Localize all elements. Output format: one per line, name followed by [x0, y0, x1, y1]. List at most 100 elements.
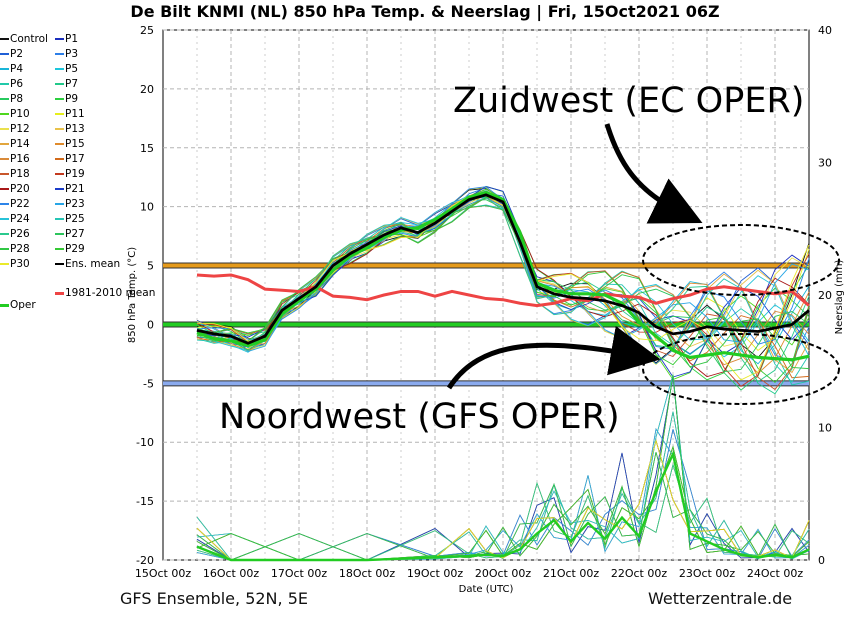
y-tick-label: -5 — [143, 377, 154, 390]
legend-item: P17 — [55, 153, 85, 165]
legend-swatch — [0, 158, 9, 160]
legend-item: P9 — [55, 93, 78, 105]
legend-item: P27 — [55, 228, 85, 240]
y-axis-label: 850 hPa Temp. (°C) — [127, 247, 138, 343]
legend-item: P7 — [55, 78, 78, 90]
upper-ellipse — [642, 224, 840, 296]
legend-item: P24 — [0, 213, 30, 225]
legend-label: P21 — [65, 183, 85, 195]
legend-item: P20 — [0, 183, 30, 195]
legend-item: P18 — [0, 168, 30, 180]
legend-item: P5 — [55, 63, 78, 75]
legend-item: P22 — [0, 198, 30, 210]
legend-swatch — [55, 53, 64, 55]
legend-item: P25 — [55, 213, 85, 225]
legend-label: P6 — [10, 78, 24, 90]
legend-item: P29 — [55, 243, 85, 255]
legend-swatch — [0, 263, 9, 265]
legend-item: P23 — [55, 198, 85, 210]
legend-label: P10 — [10, 108, 30, 120]
ens-mean-line — [196, 193, 810, 345]
precip-oper-line — [196, 450, 810, 562]
legend-swatch — [0, 83, 9, 85]
legend-label: Oper — [10, 299, 36, 311]
legend-label: Control — [10, 33, 48, 45]
legend-label: 1981-2010 mean — [65, 287, 156, 299]
legend-swatch — [0, 233, 9, 235]
legend-item: P12 — [0, 123, 30, 135]
annotation-upper: Zuidwest (EC OPER) — [453, 81, 804, 121]
y-tick-label: -10 — [136, 436, 154, 449]
y-tick-label: 25 — [140, 24, 154, 37]
legend-item: P16 — [0, 153, 30, 165]
legend-label: P27 — [65, 228, 85, 240]
precipitation-lines — [196, 374, 810, 562]
ensemble-member-line — [196, 205, 810, 373]
legend-swatch — [55, 68, 64, 70]
legend-swatch — [55, 248, 64, 250]
x-tick-label: 24Oct 00z — [747, 567, 804, 580]
legend-label: Ens. mean — [65, 258, 121, 270]
y-tick-label: -15 — [136, 495, 154, 508]
legend-item: P1 — [55, 33, 78, 45]
y2-tick-label: 40 — [818, 24, 832, 37]
axis-tick-labels: 25 20 15 10 5 0 -5 -10 -15 -20 40 30 20 10 0 15Oct 00z 1… — [135, 24, 832, 580]
legend-item: Ens. mean — [55, 258, 120, 270]
legend-swatch — [55, 158, 64, 160]
y2-axis-label: Neerslag (mm) — [834, 259, 845, 334]
legend-swatch — [55, 291, 64, 295]
ensemble-member-line — [196, 199, 810, 391]
y2-tick-label: 0 — [818, 554, 825, 567]
legend-swatch — [55, 173, 64, 175]
plot-area — [162, 29, 810, 561]
climate-mean-line — [196, 273, 810, 308]
legend-label: P7 — [65, 78, 79, 90]
x-tick-label: 22Oct 00z — [611, 567, 668, 580]
legend-label: P23 — [65, 198, 85, 210]
legend-label: P15 — [65, 138, 85, 150]
legend-swatch — [0, 203, 9, 205]
x-tick-label: 16Oct 00z — [203, 567, 260, 580]
legend-swatch — [0, 53, 9, 55]
upper-arrow — [604, 123, 703, 224]
legend-label: P3 — [65, 48, 79, 60]
legend-label: P19 — [65, 168, 85, 180]
legend-item: P11 — [55, 108, 85, 120]
mean-lines — [196, 190, 810, 362]
legend-label: P5 — [65, 63, 79, 75]
y2-tick-label: 20 — [818, 289, 832, 302]
legend-swatch — [0, 113, 9, 115]
legend-item: P8 — [0, 93, 23, 105]
legend-swatch — [55, 113, 64, 115]
x-tick-label: 19Oct 00z — [407, 567, 464, 580]
y2-tick-label: 10 — [818, 422, 832, 435]
x-tick-label: 18Oct 00z — [339, 567, 396, 580]
legend-item: P30 — [0, 258, 30, 270]
oper-t850-line — [196, 190, 810, 362]
x-axis-label: Date (UTC) — [459, 584, 514, 595]
legend-swatch — [55, 98, 64, 100]
legend-swatch — [55, 233, 64, 235]
legend-label: P1 — [65, 33, 79, 45]
legend-swatch — [55, 38, 64, 40]
legend-label: P16 — [10, 153, 30, 165]
legend-swatch — [55, 128, 64, 130]
legend-item: 1981-2010 mean — [55, 287, 155, 299]
legend-label: P20 — [10, 183, 30, 195]
legend-swatch — [0, 143, 9, 145]
x-tick-label: 20Oct 00z — [475, 567, 532, 580]
legend-swatch — [55, 203, 64, 205]
x-tick-label: 17Oct 00z — [271, 567, 328, 580]
legend-item: P21 — [55, 183, 85, 195]
legend-item: P6 — [0, 78, 23, 90]
legend-swatch — [0, 68, 9, 70]
legend-swatch — [0, 248, 9, 250]
legend-item: P14 — [0, 138, 30, 150]
legend-label: P26 — [10, 228, 30, 240]
footer-model-label: GFS Ensemble, 52N, 5E — [120, 589, 308, 608]
legend-item: P2 — [0, 48, 23, 60]
y-tick-label: -20 — [136, 554, 154, 567]
legend-label: P28 — [10, 243, 30, 255]
legend-label: P11 — [65, 108, 85, 120]
legend-label: P4 — [10, 63, 24, 75]
